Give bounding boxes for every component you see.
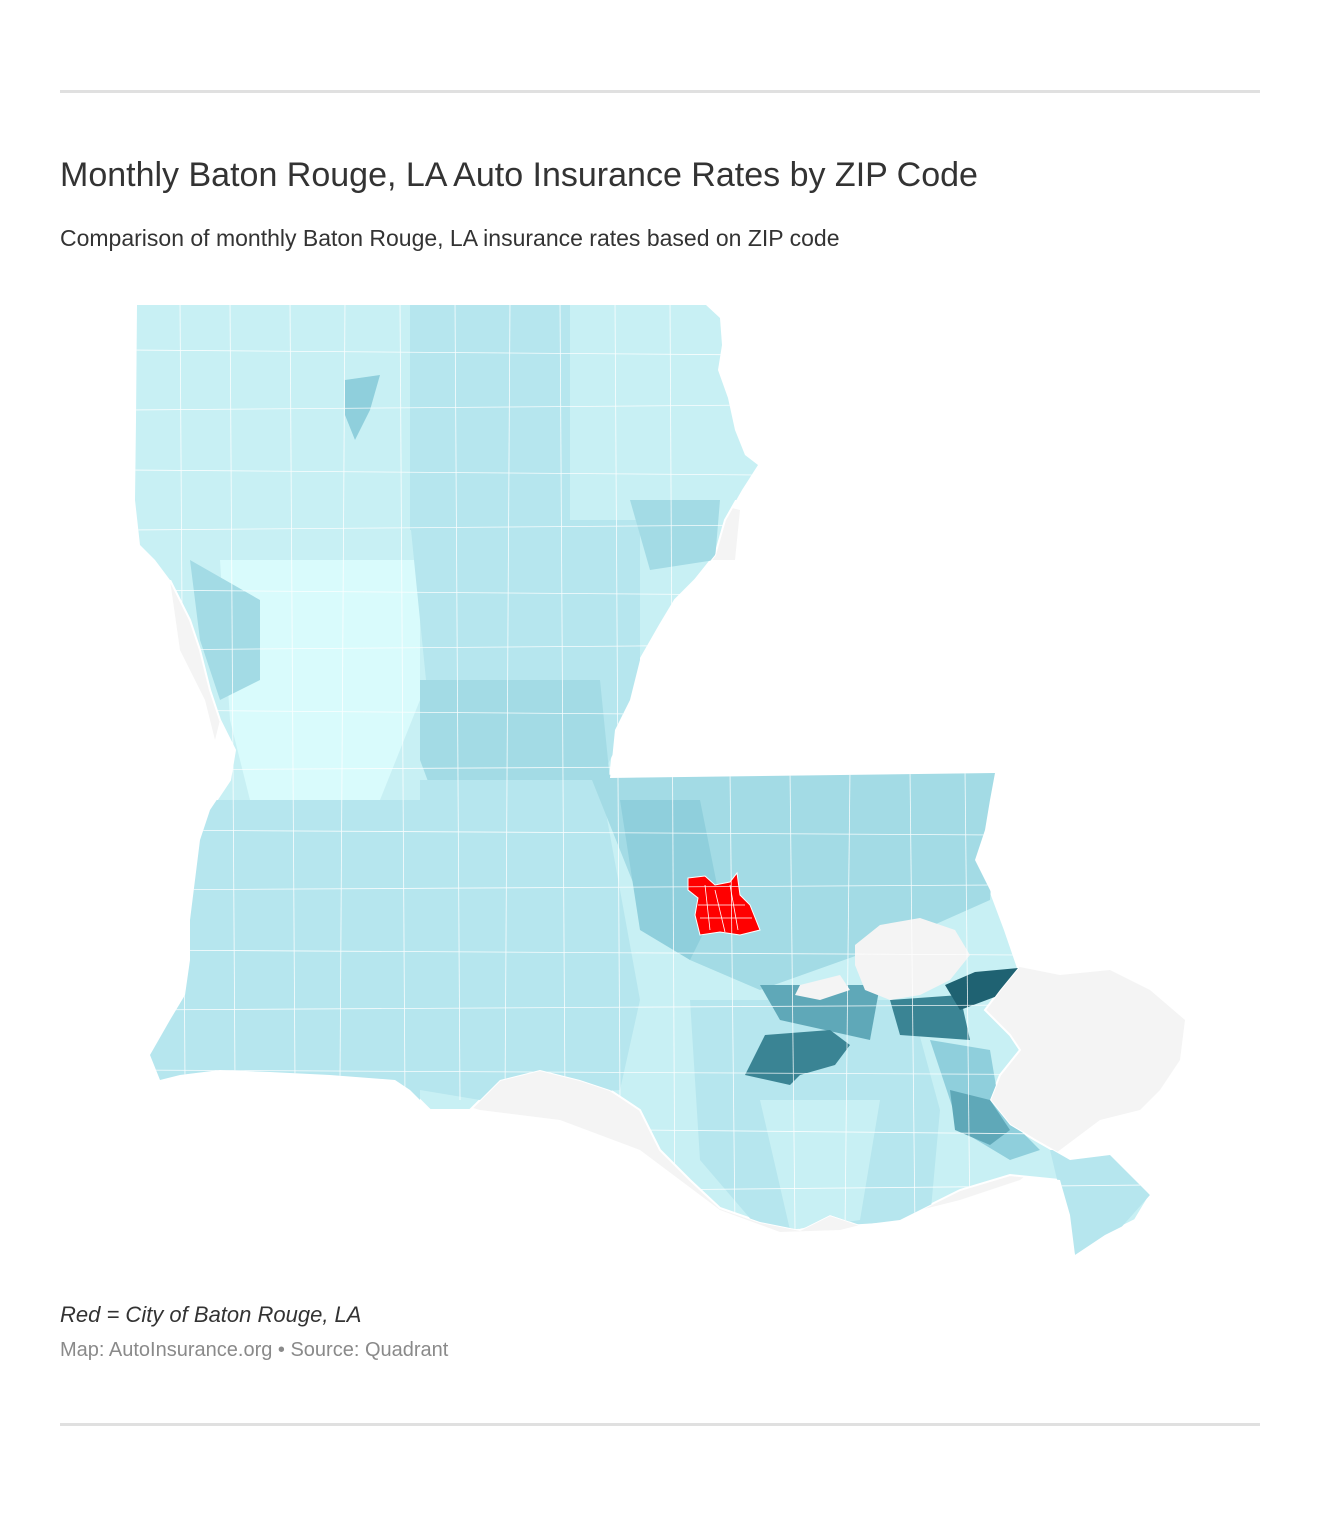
zone-monroe-area (630, 500, 720, 570)
zone-lake-charles-area (190, 560, 260, 700)
zone-st-charles (760, 985, 880, 1040)
baton-rouge-zip-lines (698, 884, 752, 933)
legend-note: Red = City of Baton Rouge, LA (60, 1302, 362, 1327)
marsh-west (170, 580, 225, 740)
chart-subtitle: Comparison of monthly Baton Rouge, LA in… (60, 225, 840, 251)
zone-new-orleans-metro (890, 995, 970, 1040)
zone-iberville (620, 800, 720, 960)
zone-acadiana (420, 780, 640, 1100)
top-divider (60, 90, 1260, 93)
zone-lafourche-tail (760, 1100, 880, 1230)
baton-rouge-city (687, 871, 761, 936)
zone-north-central (410, 305, 570, 530)
zone-st-bernard (950, 1090, 1010, 1145)
zone-plaquemines-delta (1050, 1150, 1150, 1255)
zone-south-west (150, 800, 420, 1110)
zone-jefferson-west (745, 1030, 850, 1085)
chart-title: Monthly Baton Rouge, LA Auto Insurance R… (60, 156, 978, 194)
source-credit: Map: AutoInsurance.org • Source: Quadran… (60, 1339, 449, 1361)
zip-boundaries (135, 305, 1150, 1231)
zone-north-west (135, 305, 410, 580)
zone-new-orleans-east (945, 968, 1018, 1010)
zone-alexandria (345, 375, 380, 440)
zip-code-map (120, 295, 1200, 1270)
zone-central-west (220, 560, 420, 800)
bottom-divider (60, 1423, 1260, 1426)
lake-maurepas (795, 975, 850, 1000)
lake-pontchartrain (855, 918, 970, 1000)
